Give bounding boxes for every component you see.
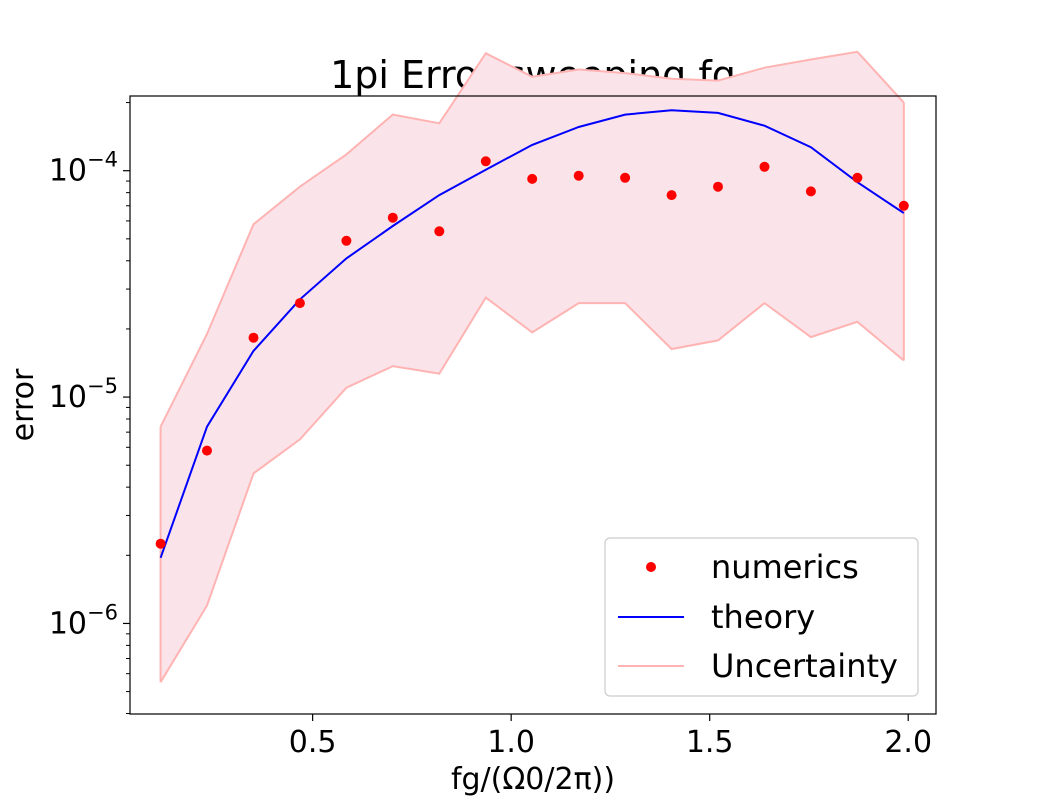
numerics-point: [202, 445, 212, 456]
legend: numerics theory Uncertainty: [604, 537, 919, 697]
numerics-points-layer: [155, 156, 909, 549]
legend-label-uncertainty: Uncertainty: [711, 647, 898, 685]
numerics-point: [898, 200, 909, 211]
numerics-point: [341, 235, 352, 246]
numerics-point: [805, 186, 816, 197]
numerics-point: [294, 298, 305, 309]
numerics-point: [527, 173, 538, 184]
numerics-point: [155, 538, 166, 549]
uncertainty-lower-line: [159, 296, 905, 683]
legend-marker-numerics: [646, 562, 656, 572]
legend-label-numerics: numerics: [711, 548, 859, 586]
x-tick-label: 1.0: [487, 725, 535, 760]
theory-line-layer: [159, 109, 905, 559]
x-axis-label: fg/(Ω0/2π)): [451, 762, 615, 797]
legend-label-theory: theory: [711, 598, 815, 636]
theory-line: [159, 109, 905, 559]
numerics-point: [759, 161, 770, 172]
numerics-point: [713, 181, 723, 192]
plot-frame: [129, 95, 937, 715]
uncertainty-band-fill: [160, 51, 904, 683]
numerics-point: [666, 190, 677, 201]
legend-box: [604, 537, 919, 697]
numerics-point: [248, 332, 259, 343]
y-tick-label: 10−4: [49, 148, 118, 189]
y-axis-label: error: [6, 368, 41, 441]
x-axis-ticks: 0.5 1.0 1.5 2.0: [289, 714, 932, 760]
x-tick-label: 0.5: [289, 725, 337, 760]
uncertainty-upper-line: [159, 50, 905, 428]
numerics-point: [620, 172, 631, 183]
numerics-point: [480, 156, 491, 167]
numerics-point: [434, 226, 445, 237]
x-tick-label: 1.5: [686, 725, 734, 760]
y-tick-label: 10−6: [49, 600, 118, 641]
y-axis-ticks: 10−6 10−5 10−4: [49, 102, 130, 715]
x-tick-label: 2.0: [884, 725, 932, 760]
numerics-point: [387, 212, 398, 223]
uncertainty-band-layer: [159, 50, 905, 683]
y-tick-label: 10−5: [49, 374, 118, 415]
numerics-point: [852, 172, 863, 183]
numerics-point: [573, 170, 584, 181]
